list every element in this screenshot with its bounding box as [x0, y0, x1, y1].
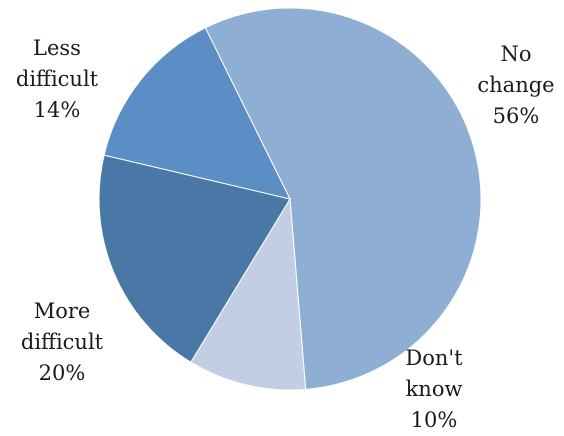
slice-percent-label: 20% — [39, 361, 86, 385]
pie-slice-less-difficult — [103, 27, 291, 200]
pie-slice-more-difficult — [98, 154, 291, 363]
slice-label: Less difficult 14% — [16, 36, 99, 122]
labels-layer: No change 56% Don't know 10% More difficult 20% L… — [16, 36, 555, 432]
slice-name-label: know — [406, 377, 463, 401]
slice-percent-label: 14% — [34, 98, 81, 122]
slice-name-label: Don't — [405, 346, 463, 370]
slices-layer — [98, 7, 482, 391]
slice-name-label: difficult — [21, 330, 104, 354]
slice-name-label: No — [500, 42, 531, 66]
slice-name-label: Less — [33, 36, 81, 60]
pie-slice-don-t-know — [190, 197, 307, 391]
pie-slice-no-change — [204, 7, 482, 390]
slice-label: No change 56% — [477, 42, 554, 128]
slice-percent-label: 56% — [493, 104, 540, 128]
slice-name-label: difficult — [16, 67, 99, 91]
slice-percent-label: 10% — [411, 408, 458, 432]
slice-name-label: More — [34, 299, 91, 323]
slice-name-label: change — [477, 73, 554, 97]
slice-label: More difficult 20% — [21, 299, 104, 385]
slice-label: Don't know 10% — [405, 346, 463, 432]
